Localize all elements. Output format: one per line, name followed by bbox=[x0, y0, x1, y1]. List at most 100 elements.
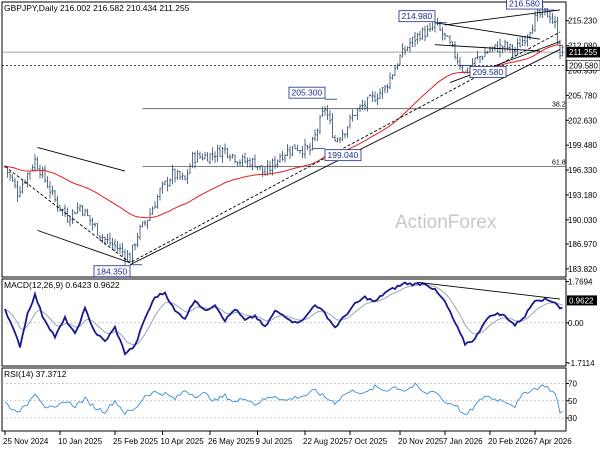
candle bbox=[378, 88, 382, 100]
panel-frame bbox=[1, 1, 567, 278]
candle bbox=[523, 35, 527, 47]
candle bbox=[361, 99, 364, 111]
candle bbox=[228, 153, 232, 162]
candle bbox=[396, 63, 399, 70]
candle bbox=[498, 38, 502, 58]
candle bbox=[136, 232, 139, 247]
price-panel: 215.230 212.080 208.930 205.780 202.630 199.4… bbox=[1, 0, 600, 278]
candle bbox=[388, 72, 392, 90]
candle bbox=[21, 179, 24, 194]
x-tick-label: 20 Feb 2026 bbox=[488, 437, 533, 446]
candle bbox=[81, 204, 84, 217]
price-tag bbox=[566, 46, 600, 58]
candle bbox=[116, 240, 119, 252]
macd-line bbox=[4, 281, 563, 356]
candle bbox=[138, 224, 142, 241]
candle bbox=[111, 237, 114, 251]
y-tick-label: 186.970 bbox=[568, 240, 597, 249]
trendline-down-channel-lower bbox=[37, 229, 131, 264]
candle bbox=[561, 45, 564, 57]
candle bbox=[203, 151, 207, 160]
candle bbox=[83, 208, 87, 216]
y-tick-label: 70 bbox=[568, 380, 577, 389]
date-axis: 25 Nov 2024 10 Jan 2025 25 Feb 2025 10 Apr … bbox=[3, 431, 572, 446]
candle bbox=[358, 104, 362, 113]
annotation-label: 216.580 bbox=[509, 0, 540, 9]
candle bbox=[288, 146, 292, 160]
y-tick-label: 183.820 bbox=[568, 265, 597, 274]
candle bbox=[18, 185, 22, 198]
candle bbox=[338, 136, 342, 144]
candle bbox=[501, 45, 504, 54]
candle bbox=[233, 154, 237, 164]
candle bbox=[488, 46, 492, 53]
candle bbox=[418, 30, 422, 42]
candle bbox=[223, 143, 227, 155]
candle bbox=[478, 55, 482, 64]
x-tick-label: 7 Jan 2026 bbox=[443, 437, 483, 446]
candle bbox=[91, 217, 94, 231]
candle bbox=[181, 172, 184, 181]
candle bbox=[373, 91, 377, 102]
candle bbox=[163, 180, 167, 186]
candle bbox=[88, 215, 92, 226]
candle bbox=[258, 165, 262, 171]
y-tick-label: 215.230 bbox=[568, 17, 597, 26]
rsi-panel: 70 50 30 RSI(14) 37.3712 bbox=[1, 367, 577, 432]
candle bbox=[511, 44, 514, 57]
candle bbox=[398, 54, 402, 66]
candle bbox=[456, 53, 459, 65]
candle bbox=[483, 46, 487, 58]
candle bbox=[246, 157, 249, 168]
candle bbox=[243, 152, 247, 164]
panel-frame bbox=[1, 278, 567, 367]
candle bbox=[41, 166, 44, 179]
x-tick-label: 26 May 2025 bbox=[208, 437, 255, 446]
candle bbox=[268, 160, 272, 175]
candle bbox=[73, 211, 77, 215]
candle bbox=[401, 43, 404, 58]
y-tick-label: 190.030 bbox=[568, 216, 597, 225]
candle bbox=[198, 151, 202, 160]
y-tick-label: -1.7114 bbox=[568, 359, 595, 368]
candle bbox=[168, 178, 172, 187]
candle bbox=[211, 147, 214, 161]
candle bbox=[191, 151, 194, 168]
candle bbox=[413, 32, 417, 47]
candle bbox=[161, 181, 164, 194]
y-tick-label: 205.780 bbox=[568, 91, 597, 100]
macd-value-tag bbox=[567, 295, 597, 306]
candle bbox=[193, 151, 197, 169]
candle bbox=[156, 194, 159, 209]
candle bbox=[558, 39, 562, 60]
candle bbox=[48, 181, 52, 199]
price-annotation: 214.980 bbox=[398, 10, 447, 24]
candle bbox=[333, 135, 337, 142]
candle bbox=[343, 133, 347, 139]
fib-level-label: 61.8 bbox=[552, 159, 566, 166]
annotation-label: 184.350 bbox=[97, 266, 128, 276]
candle bbox=[356, 107, 359, 120]
candle bbox=[251, 157, 254, 171]
price-annotation: 209.580 bbox=[458, 64, 507, 78]
candle bbox=[86, 208, 89, 217]
y-tick-label: 199.480 bbox=[568, 141, 597, 150]
candle bbox=[93, 222, 97, 228]
candle bbox=[471, 58, 474, 67]
y-tick-label: 30 bbox=[568, 414, 577, 423]
candle bbox=[416, 32, 419, 45]
candle bbox=[253, 154, 257, 168]
candle bbox=[351, 109, 354, 122]
candle bbox=[146, 219, 149, 229]
candle bbox=[143, 220, 147, 227]
candle bbox=[528, 31, 532, 40]
candle bbox=[553, 15, 557, 29]
candle bbox=[556, 16, 559, 45]
candle bbox=[318, 115, 322, 135]
candle bbox=[328, 110, 332, 125]
candle bbox=[508, 43, 512, 53]
candle bbox=[273, 156, 277, 170]
y-tick-label: 212.080 bbox=[568, 42, 597, 51]
candle bbox=[321, 106, 324, 117]
y-tick-label: 193.180 bbox=[568, 191, 597, 200]
